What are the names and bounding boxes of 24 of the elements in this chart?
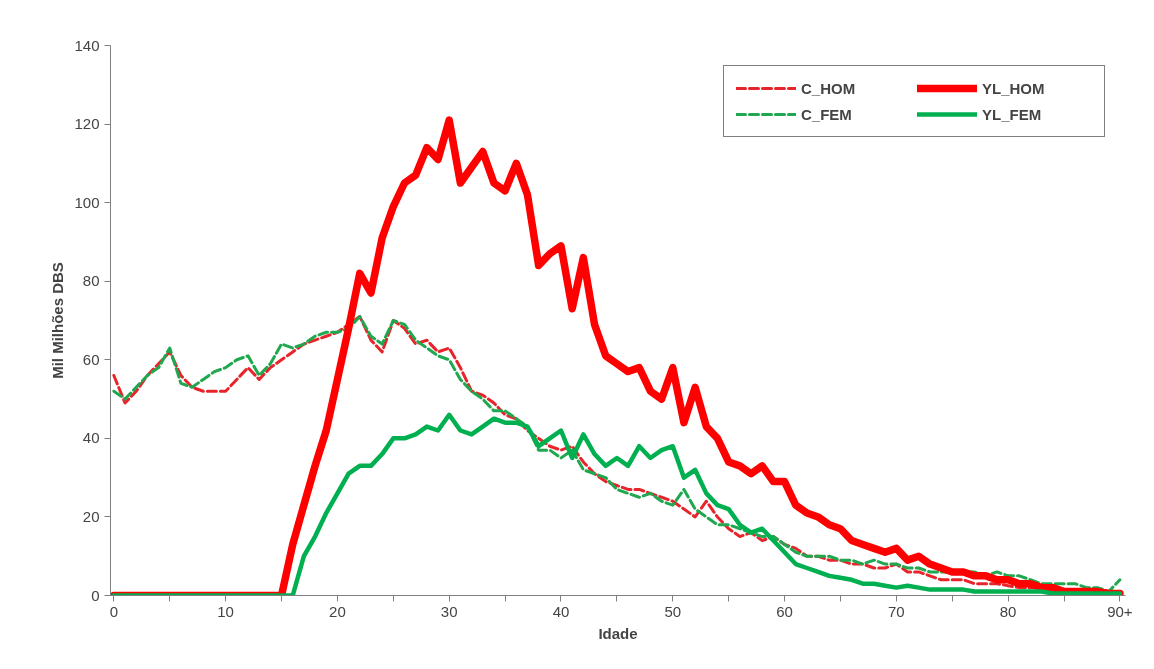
legend-label: C_HOM — [801, 79, 857, 97]
x-tick-label: 60 — [776, 602, 793, 620]
x-tick-label: 20 — [329, 602, 346, 620]
legend-label: YL_FEM — [982, 105, 1043, 123]
y-tick-label: 60 — [82, 350, 100, 368]
x-tick-label: 30 — [440, 602, 458, 620]
x-axis-title: Idade — [598, 624, 638, 642]
y-tick-label: 100 — [74, 193, 100, 211]
y-tick-label: 40 — [82, 429, 100, 447]
x-tick-label: 80 — [999, 602, 1017, 620]
x-tick-label: 70 — [888, 602, 905, 620]
y-tick-label: 140 — [74, 36, 100, 54]
y-tick-label: 0 — [91, 586, 100, 604]
x-tick-label: 10 — [217, 602, 234, 620]
y-axis-title: Mil Milhões DBS — [49, 262, 67, 379]
y-tick-label: 80 — [82, 272, 100, 290]
x-tick-label: 90+ — [1107, 602, 1133, 620]
y-tick-label: 20 — [82, 507, 100, 525]
x-tick-label: 50 — [664, 602, 682, 620]
x-tick-label: 40 — [552, 602, 570, 620]
y-tick-label: 120 — [74, 115, 100, 133]
legend-label: YL_HOM — [982, 79, 1046, 97]
x-tick-label: 0 — [109, 602, 119, 620]
legend-label: C_FEM — [801, 105, 853, 123]
